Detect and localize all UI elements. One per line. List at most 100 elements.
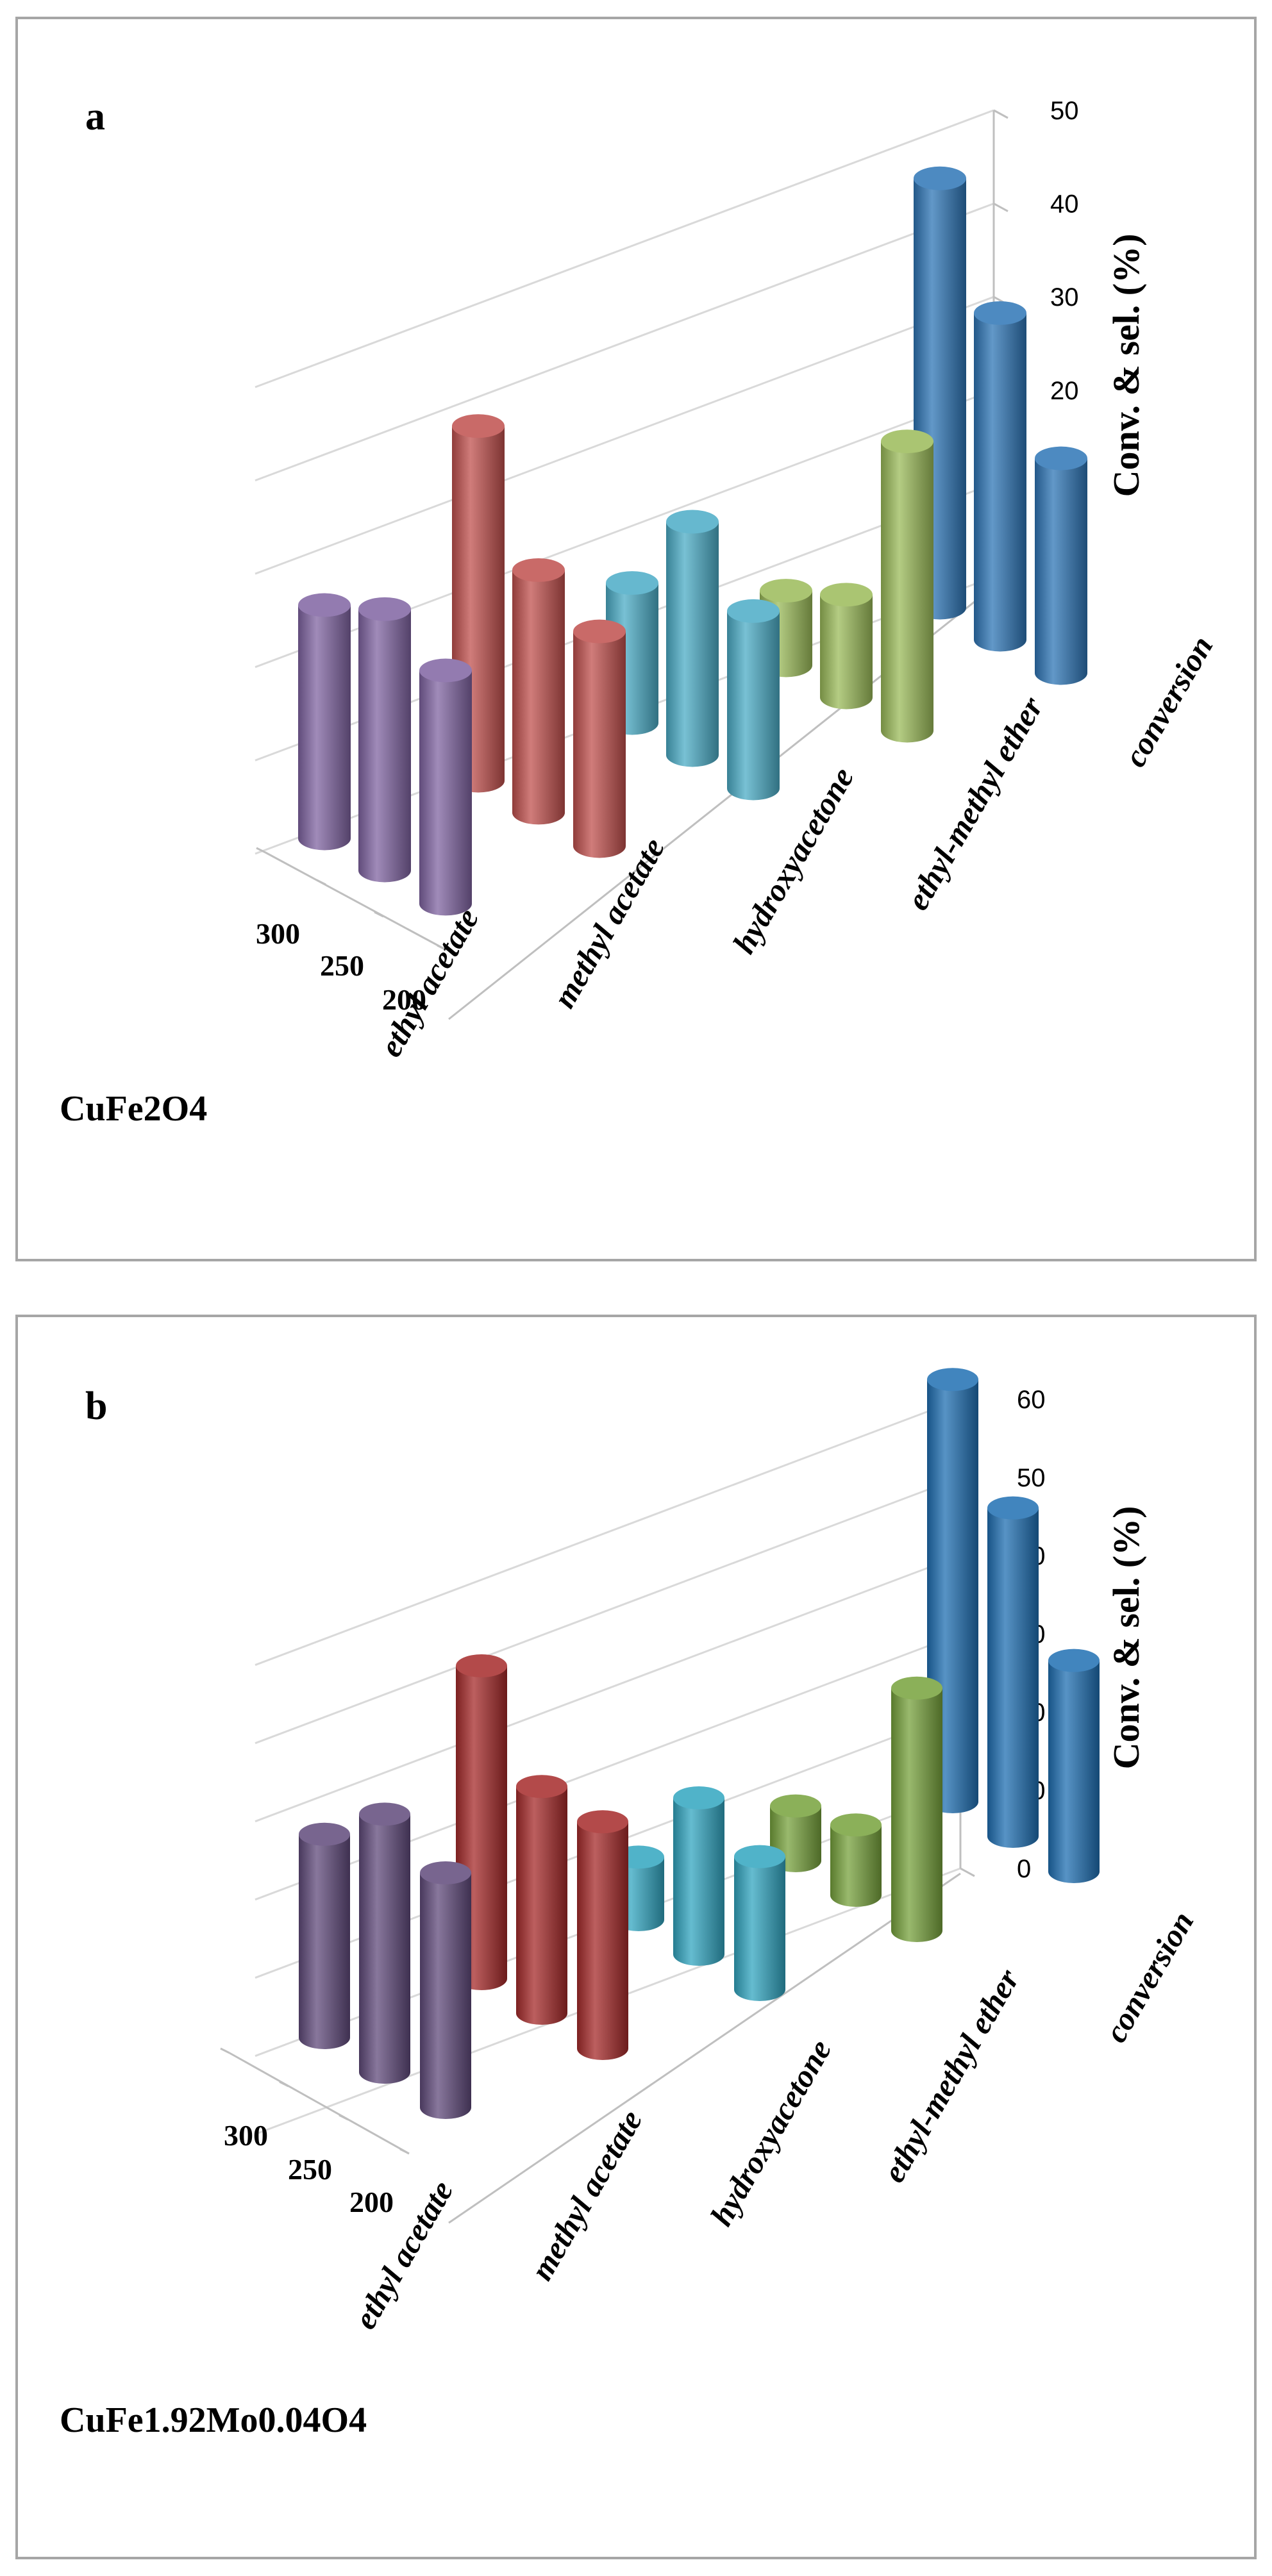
depth-label: 300	[256, 917, 300, 950]
bar-body	[727, 611, 780, 801]
category-label: conversion	[1117, 630, 1220, 773]
y-axis-label: Conv. & sel. (%)	[1105, 1506, 1147, 1770]
bar-body	[358, 609, 411, 883]
y-tick-label: 0	[1017, 1855, 1031, 1883]
bar-body	[359, 1814, 410, 2084]
bar-body	[577, 1822, 628, 2060]
bar-top	[577, 1810, 628, 1834]
bar-hydroxyacetone-250	[666, 510, 719, 767]
panel-letter: a	[85, 95, 105, 138]
depth-axis-tick	[374, 911, 384, 918]
bar-top	[606, 571, 658, 595]
bar-top	[830, 1813, 882, 1837]
bar-top	[891, 1676, 942, 1700]
bar-top	[420, 1861, 471, 1884]
bar-body	[881, 441, 933, 743]
bar-body	[820, 594, 873, 710]
gridline	[255, 1398, 961, 1666]
bar-body	[298, 605, 351, 851]
bar-conversion-200	[1048, 1649, 1100, 1883]
bar-ethyl-methyl-ether-250	[830, 1813, 882, 1907]
bar-hydroxyacetone-200	[734, 1845, 785, 2001]
bar-top	[770, 1794, 821, 1818]
bar-ethyl-acetate-250	[359, 1802, 410, 2084]
depth-axis-tick	[316, 879, 326, 886]
bar-top	[298, 593, 351, 617]
depth-axis-tick	[279, 2081, 289, 2088]
bar-top	[974, 301, 1026, 325]
gridline	[255, 1476, 961, 1745]
bar-conversion-250	[987, 1496, 1039, 1848]
bar-conversion-200	[1035, 446, 1087, 685]
depth-axis-tick	[339, 2114, 349, 2121]
bar-ethyl-methyl-ether-250	[820, 583, 873, 710]
bar-body	[512, 570, 565, 825]
bar-top	[1035, 446, 1087, 470]
bar-top	[666, 510, 719, 534]
bar-top	[573, 619, 626, 644]
bar-top	[359, 1802, 410, 1826]
depth-axis-line	[229, 2052, 410, 2155]
bar-ethyl-methyl-ether-200	[891, 1676, 942, 1942]
depth-label: 200	[382, 983, 426, 1016]
depth-axis-tick	[437, 944, 447, 951]
bar-body	[891, 1688, 942, 1942]
depth-label: 250	[320, 949, 364, 982]
category-label: ethyl acetate	[372, 902, 486, 1063]
gridline	[255, 203, 994, 482]
bar-body	[1035, 458, 1087, 685]
bar-conversion-250	[974, 301, 1026, 652]
bar-top	[419, 658, 472, 683]
gridline	[255, 1554, 961, 1823]
depth-label: 300	[224, 2119, 268, 2152]
bar-top	[760, 579, 812, 602]
bar-body	[299, 1834, 350, 2049]
bar-body	[734, 1856, 785, 2001]
bar-top	[299, 1822, 350, 1846]
bar-top	[820, 583, 873, 607]
bar-body	[1048, 1660, 1100, 1883]
bar-top	[914, 166, 966, 190]
bar-top	[987, 1496, 1039, 1520]
bar-methyl-acetate-250	[516, 1775, 567, 2025]
bar-methyl-acetate-200	[577, 1810, 628, 2060]
y-tick-label: 60	[1017, 1386, 1046, 1414]
category-label: methyl acetate	[523, 2104, 649, 2286]
bar-top	[452, 414, 505, 438]
depth-axis-line	[265, 851, 447, 951]
y-tick-label: 50	[1050, 97, 1079, 125]
bar-body	[830, 1825, 882, 1907]
y-axis-label: Conv. & sel. (%)	[1105, 234, 1147, 497]
depth-axis-tick	[256, 847, 266, 854]
bar-body	[419, 670, 472, 916]
y-tick-label: 30	[1050, 283, 1079, 312]
bar-top	[673, 1786, 724, 1809]
y-tick-label: 20	[1050, 377, 1079, 405]
depth-axis-tick	[220, 2047, 230, 2054]
axis-tick	[993, 203, 1008, 212]
bar-ethyl-acetate-300	[299, 1822, 350, 2049]
depth-axis-tick	[399, 2148, 410, 2155]
bar-ethyl-acetate-300	[298, 593, 351, 851]
depth-label: 250	[288, 2153, 332, 2186]
y-tick-label: 50	[1017, 1464, 1046, 1492]
sample-label: CuFe1.92Mo0.04O4	[60, 2400, 367, 2440]
bar-hydroxyacetone-250	[673, 1786, 724, 1966]
bar-body	[974, 313, 1026, 652]
depth-label: 200	[349, 2186, 394, 2218]
bar-body	[666, 522, 719, 767]
gridline	[255, 109, 994, 388]
bar-top	[727, 599, 780, 623]
bar-body	[420, 1873, 471, 2119]
bar-ethyl-methyl-ether-200	[881, 429, 933, 743]
bar-ethyl-acetate-200	[419, 658, 472, 916]
axis-tick	[993, 109, 1008, 119]
bar-methyl-acetate-250	[512, 558, 565, 825]
category-label: methyl acetate	[546, 832, 671, 1014]
category-label: hydroxyacetone	[703, 2034, 839, 2232]
bar-ethyl-acetate-200	[420, 1861, 471, 2119]
chart-panel-a: aCuFe2O401020304050Conv. & sel. (%)ethyl…	[15, 17, 1257, 1261]
bar-hydroxyacetone-200	[727, 599, 780, 801]
category-label: ethyl-methyl ether	[875, 1963, 1026, 2188]
